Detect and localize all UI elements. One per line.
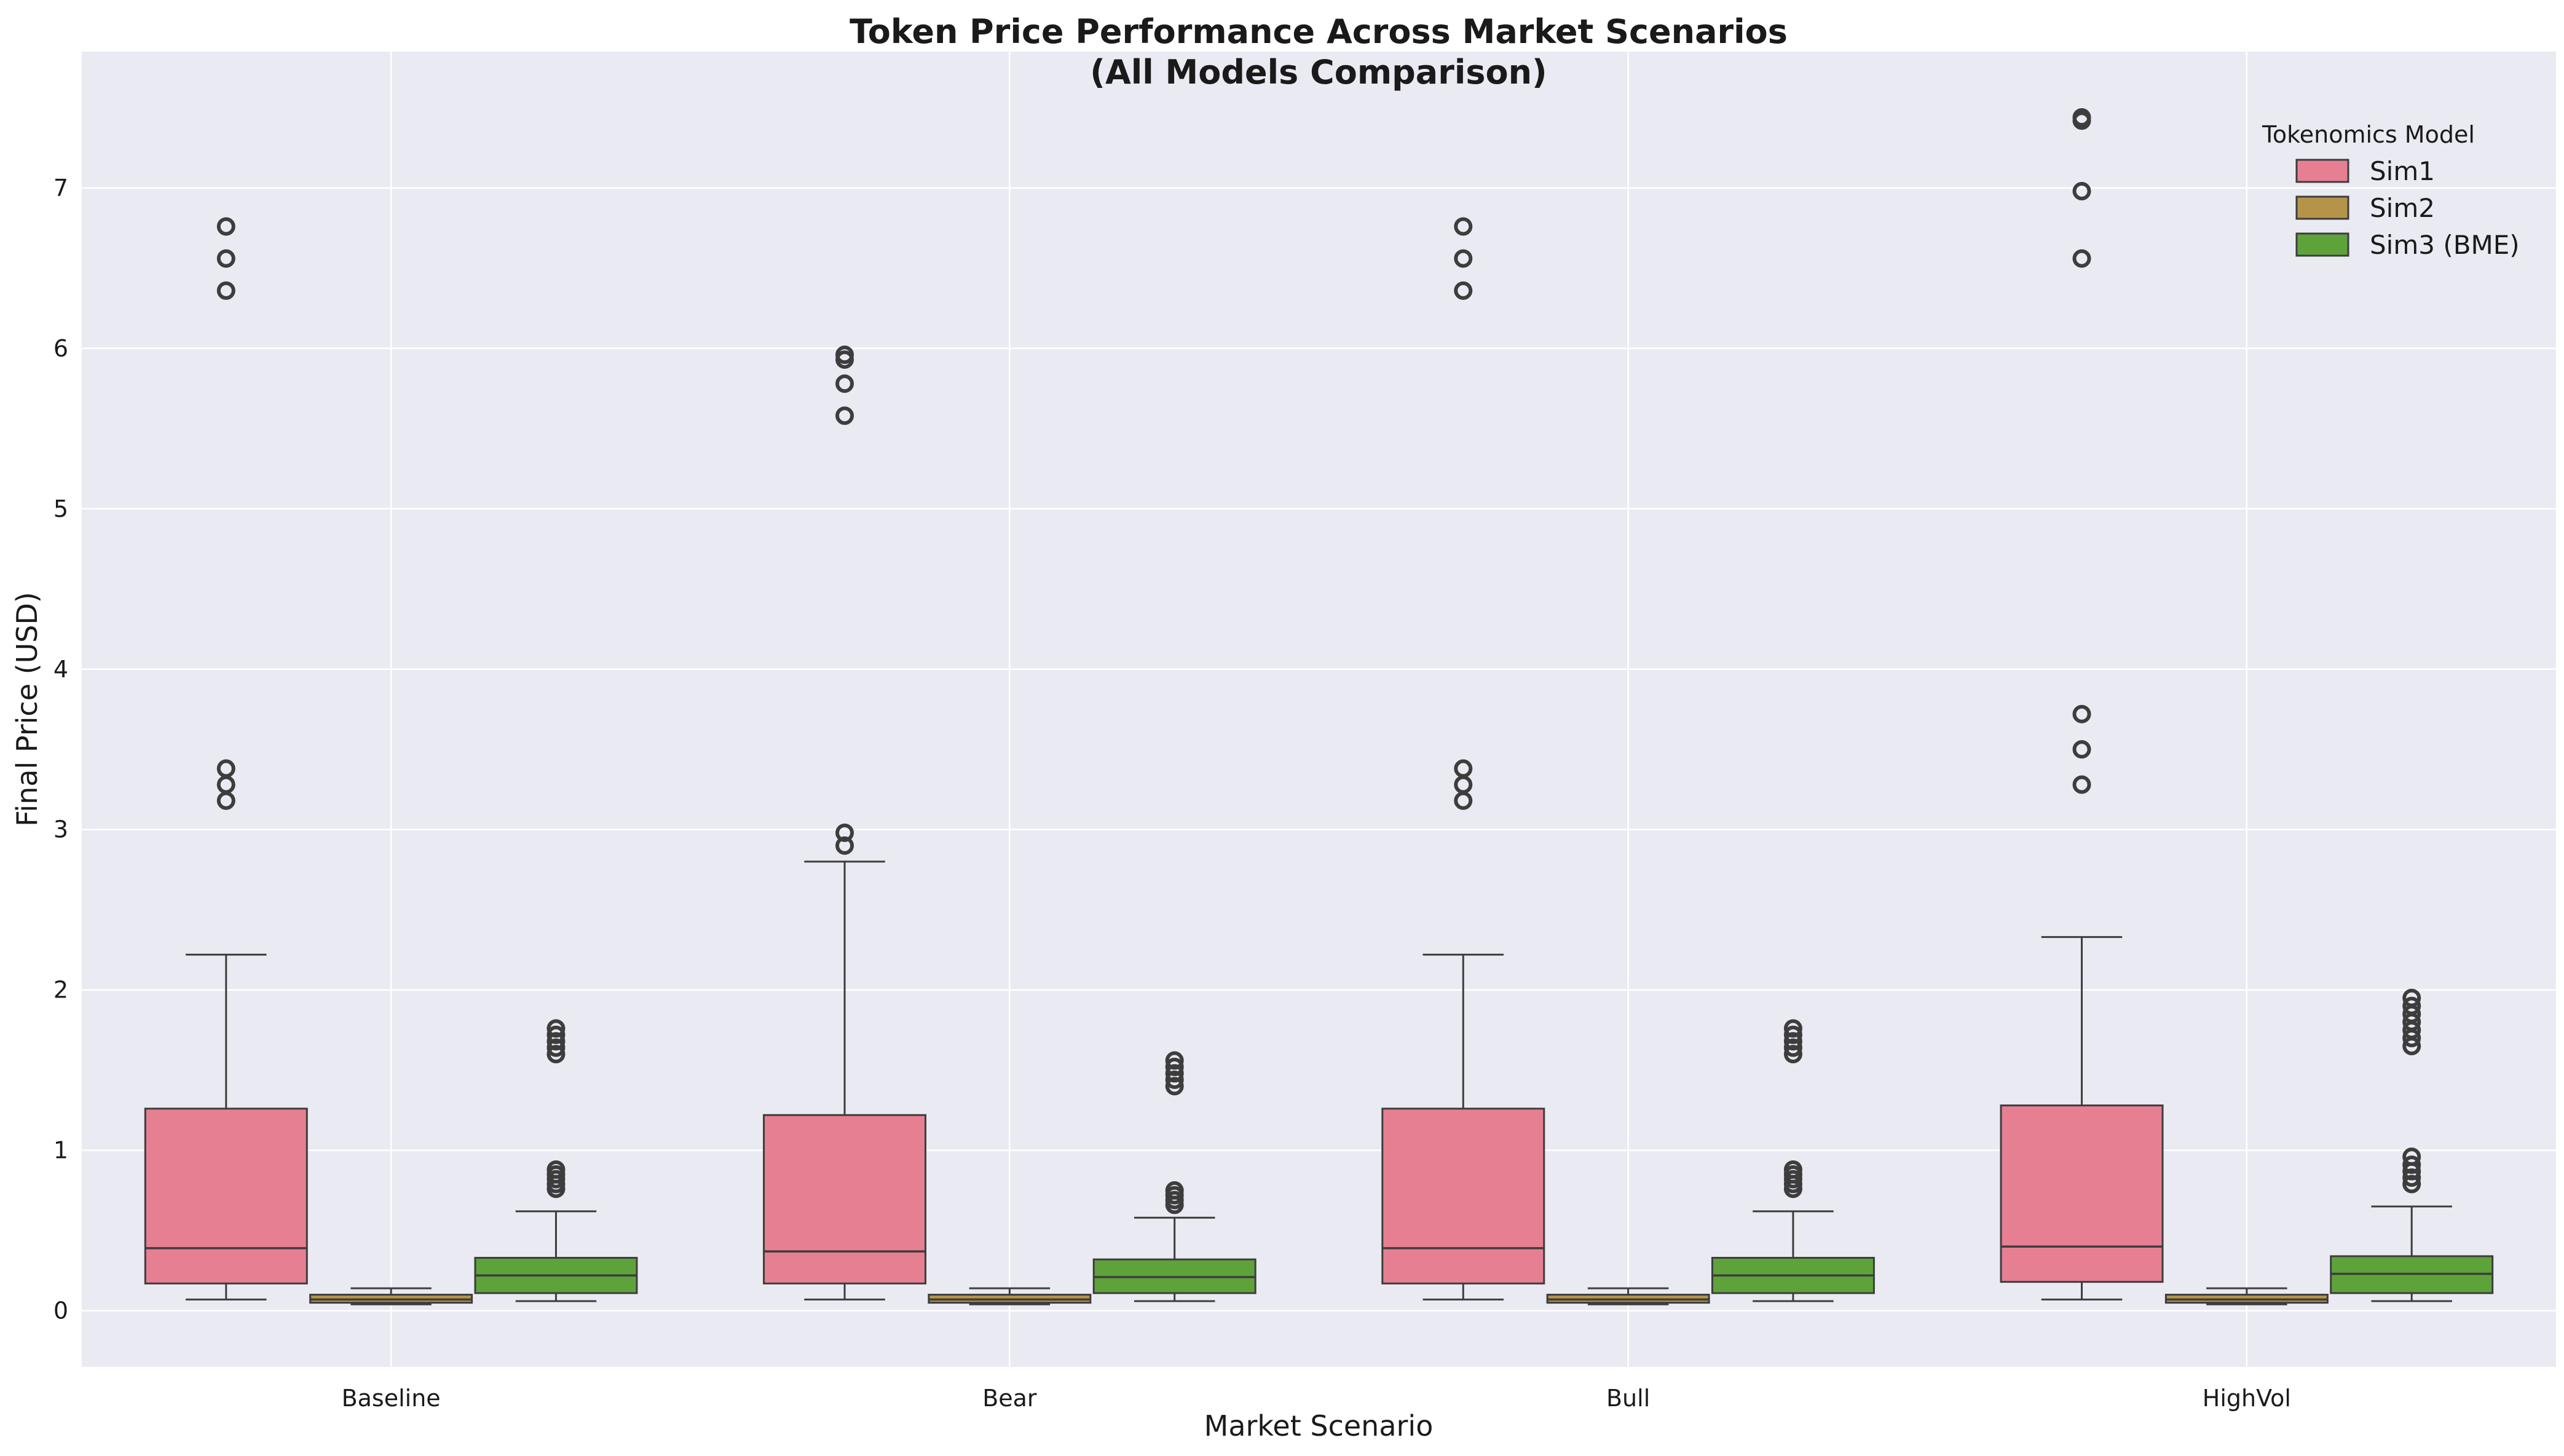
outlier-point: [2072, 704, 2091, 723]
legend: Tokenomics Model Sim1 Sim2 Sim3 (BME): [2262, 121, 2520, 260]
y-tick-label: 4: [53, 656, 68, 683]
box-sim1-baseline: [144, 217, 308, 1301]
outlier-point: [835, 406, 854, 425]
x-tick-label: HighVol: [2203, 1385, 2291, 1412]
legend-swatch: [2295, 159, 2349, 183]
legend-label: Sim2: [2370, 193, 2435, 223]
outlier-point: [1783, 1019, 1802, 1038]
x-tick-label: Baseline: [342, 1385, 441, 1412]
outlier-point: [835, 836, 854, 855]
legend-label: Sim1: [2370, 156, 2435, 186]
outlier-point: [1783, 1045, 1802, 1064]
outlier-point: [1454, 217, 1473, 236]
box-sim1-highvol: [2000, 108, 2164, 1301]
outlier-point: [2072, 249, 2091, 268]
box-sim1-bull: [1381, 217, 1545, 1301]
outlier-point: [2402, 1147, 2421, 1167]
tick-labels: 0 1 2 3 4 5 6 7 Baseline Bear Bull HighVol: [53, 175, 2291, 1412]
legend-swatch: [2295, 195, 2349, 220]
outlier-point: [1783, 1032, 1802, 1051]
outlier-point: [1454, 759, 1473, 778]
box-sim1-bear: [763, 345, 927, 1301]
outlier-point: [216, 217, 235, 236]
x-axis-label: Market Scenario: [1204, 1409, 1434, 1442]
outlier-point: [2402, 1155, 2421, 1175]
boxes: [144, 108, 2494, 1305]
iqr-box: [2000, 1104, 2164, 1283]
outlier-point: [1165, 1057, 1184, 1076]
outlier-point: [2402, 1175, 2421, 1194]
outlier-point: [1783, 1160, 1802, 1179]
outlier-point: [2402, 988, 2421, 1007]
outlier-point: [546, 1038, 566, 1057]
legend-label: Sim3 (BME): [2370, 230, 2520, 260]
y-tick-label: 3: [53, 816, 68, 843]
legend-title: Tokenomics Model: [2262, 121, 2475, 148]
box-sim3-bme--highvol: [2330, 988, 2494, 1302]
chart-subtitle: (All Models Comparison): [1090, 53, 1547, 92]
iqr-box: [144, 1108, 308, 1285]
outlier-point: [2072, 182, 2091, 201]
chart-title: Token Price Performance Across Market Sc…: [850, 12, 1788, 51]
x-tick-label: Bear: [982, 1385, 1037, 1412]
outlier-point: [216, 281, 235, 300]
y-tick-label: 7: [53, 175, 68, 202]
outlier-point: [1454, 249, 1473, 268]
y-tick-label: 1: [53, 1137, 68, 1164]
iqr-box: [763, 1114, 927, 1285]
outlier-point: [1165, 1070, 1184, 1089]
outlier-point: [1165, 1051, 1184, 1070]
y-tick-label: 0: [53, 1297, 68, 1324]
outlier-point: [2402, 1168, 2421, 1187]
outlier-point: [546, 1045, 566, 1064]
outlier-point: [546, 1160, 566, 1179]
y-axis-label: Final Price (USD): [10, 592, 44, 827]
y-tick-label: 5: [53, 495, 68, 522]
outlier-point: [1165, 1181, 1184, 1200]
outlier-point: [2072, 108, 2091, 127]
outlier-point: [835, 823, 854, 842]
outlier-point: [2072, 740, 2091, 759]
outlier-point: [1783, 1025, 1802, 1044]
outlier-point: [1165, 1077, 1184, 1096]
box-sim2-highvol: [2164, 1287, 2329, 1305]
outlier-point: [546, 1032, 566, 1051]
box-sim2-bull: [1546, 1287, 1710, 1305]
box-sim2-bear: [928, 1287, 1092, 1305]
outlier-point: [546, 1019, 566, 1038]
x-tick-label: Bull: [1606, 1385, 1650, 1412]
box-sim2-baseline: [309, 1287, 473, 1305]
grid-lines: [82, 52, 2556, 1367]
outlier-point: [216, 249, 235, 268]
y-tick-label: 2: [53, 977, 68, 1004]
box-sim3-bme--bear: [1092, 1051, 1256, 1302]
outlier-point: [216, 759, 235, 778]
outlier-point: [835, 374, 854, 393]
legend-swatch: [2295, 232, 2349, 257]
iqr-box: [1381, 1108, 1545, 1285]
box-sim3-bme--bull: [1711, 1019, 1875, 1302]
box-sim3-bme--baseline: [474, 1019, 638, 1302]
outlier-point: [1454, 281, 1473, 300]
outlier-point: [1783, 1038, 1802, 1057]
outlier-point: [2072, 775, 2091, 794]
outlier-point: [835, 345, 854, 364]
y-tick-label: 6: [53, 335, 68, 362]
plot-area: [82, 52, 2556, 1367]
outlier-point: [1165, 1064, 1184, 1083]
outlier-point: [2402, 996, 2421, 1015]
outlier-point: [546, 1025, 566, 1044]
